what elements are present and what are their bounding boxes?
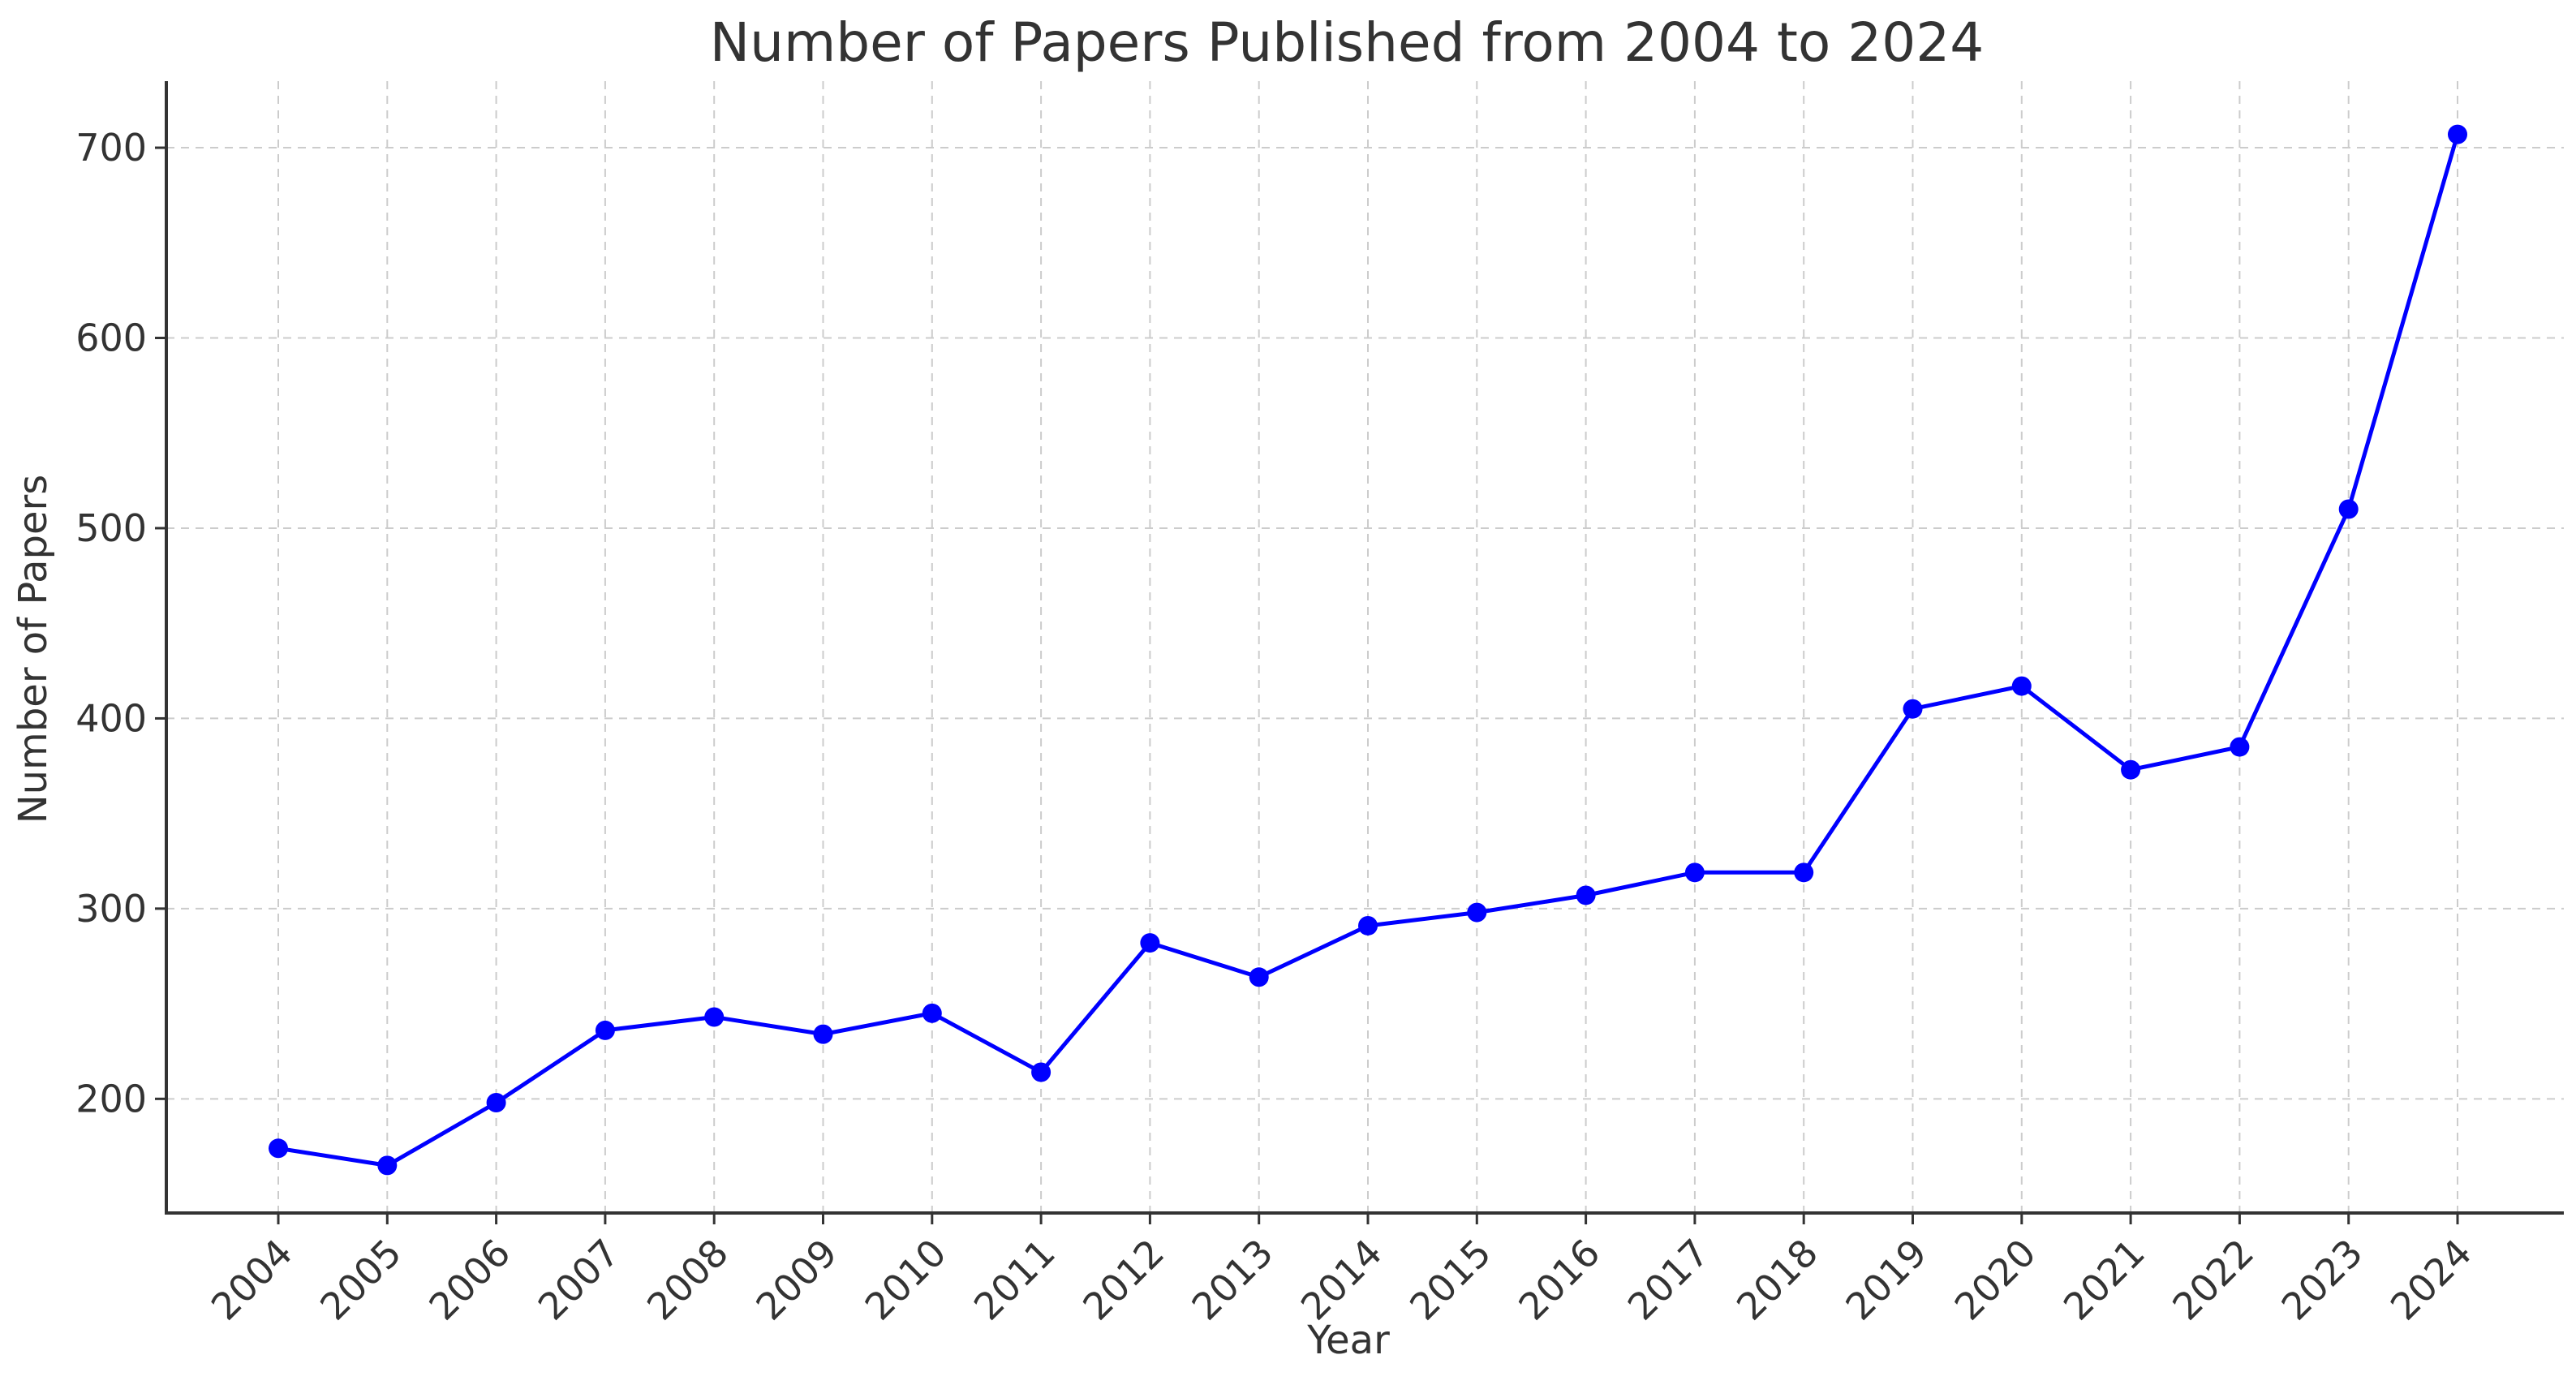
x-tick-label: 2011 — [965, 1231, 1064, 1329]
x-tick-label: 2004 — [203, 1231, 301, 1329]
data-point — [1249, 967, 1269, 987]
data-point — [2448, 124, 2467, 144]
data-point — [704, 1007, 725, 1027]
x-tick-label: 2008 — [639, 1231, 737, 1329]
x-tick-label: 2019 — [1837, 1231, 1935, 1329]
x-tick-label: 2018 — [1728, 1231, 1826, 1329]
axes — [165, 81, 2564, 1215]
data-point — [1903, 699, 1923, 719]
x-tick-label: 2010 — [857, 1231, 955, 1329]
data-point — [377, 1155, 398, 1176]
x-tick-label: 2007 — [530, 1231, 628, 1329]
data-point — [2011, 676, 2032, 696]
x-tick-label: 2022 — [2164, 1231, 2262, 1329]
data-point — [1794, 862, 1814, 883]
y-tick-label: 400 — [75, 696, 147, 740]
x-tick-label: 2015 — [1401, 1231, 1499, 1329]
x-tick-label: 2006 — [420, 1231, 518, 1329]
data-point — [1140, 933, 1160, 953]
x-tick-label: 2016 — [1510, 1231, 1608, 1329]
axis-spines — [165, 81, 2564, 1215]
y-tick-label: 200 — [75, 1077, 147, 1120]
data-point — [1358, 915, 1378, 936]
x-tick-label: 2009 — [747, 1231, 845, 1329]
data-point — [269, 1138, 288, 1159]
x-tick-label: 2013 — [1184, 1231, 1282, 1329]
data-point — [1467, 902, 1487, 923]
x-tick-label: 2017 — [1619, 1231, 1718, 1329]
data-point — [2338, 499, 2359, 519]
data-point — [486, 1093, 506, 1113]
x-tick-label: 2020 — [1946, 1231, 2045, 1329]
grid — [166, 81, 2564, 1213]
data-point — [2121, 759, 2141, 780]
chart-title: Number of Papers Published from 2004 to … — [710, 11, 1984, 74]
data-point — [1684, 862, 1705, 883]
data-point — [1031, 1062, 1051, 1082]
data-point — [813, 1024, 833, 1044]
y-tick-label: 300 — [75, 887, 147, 931]
y-tick-label: 500 — [75, 506, 147, 550]
x-axis-ticks: 2004 2005 2006 2007 2008 2009 2010 2011 2012 2013… — [203, 1213, 2480, 1329]
data-point — [922, 1003, 942, 1023]
x-tick-label: 2014 — [1292, 1231, 1391, 1329]
x-tick-label: 2021 — [2055, 1231, 2153, 1329]
data-point — [2230, 737, 2250, 757]
y-tick-label: 700 — [75, 126, 147, 170]
y-axis-label: Number of Papers — [11, 475, 56, 824]
x-tick-label: 2005 — [312, 1231, 410, 1329]
y-axis-ticks: 200 300 400 500 600 700 — [75, 126, 166, 1120]
x-tick-label: 2012 — [1074, 1231, 1172, 1329]
y-tick-label: 600 — [75, 316, 147, 360]
x-tick-label: 2024 — [2382, 1231, 2480, 1329]
data-point — [1576, 885, 1596, 905]
x-tick-label: 2023 — [2273, 1231, 2372, 1329]
data-point — [595, 1020, 615, 1040]
series — [269, 124, 2467, 1176]
x-axis-label: Year — [1306, 1318, 1390, 1363]
